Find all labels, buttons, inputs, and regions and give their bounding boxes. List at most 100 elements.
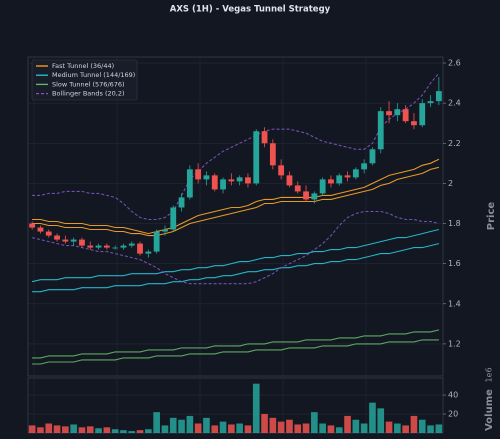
candle-body — [95, 245, 102, 248]
candle-body — [178, 197, 185, 208]
volume-bar — [111, 429, 119, 433]
volume-bar — [211, 425, 219, 433]
volume-bar — [62, 426, 69, 433]
volume-bar — [103, 427, 111, 433]
volume-bar — [128, 431, 136, 433]
volume-bar — [95, 428, 102, 433]
candle-body — [336, 175, 343, 184]
legend-label: Slow Tunnel (576/676) — [52, 80, 125, 88]
volume-bar — [178, 419, 185, 433]
candle-body — [328, 179, 334, 184]
volume-bar — [203, 417, 210, 433]
line-upper — [32, 72, 440, 221]
legend-box — [31, 59, 138, 101]
candle-body — [112, 247, 119, 249]
legend-label: Medium Tunnel (144/169) — [52, 71, 135, 79]
volume-bar — [228, 424, 235, 433]
volume-bar — [194, 423, 202, 433]
candle-body — [45, 231, 52, 236]
candle-body — [394, 109, 401, 116]
line-lower — [32, 339, 439, 365]
volume-tick-label: 40 — [448, 391, 458, 400]
volume-bar — [153, 412, 160, 433]
candle-body — [145, 251, 152, 254]
volume-bar — [335, 427, 343, 433]
candle-body — [402, 109, 409, 122]
price-panel — [27, 56, 444, 377]
candle-body — [128, 243, 135, 246]
candle-body — [386, 111, 392, 116]
volume-tick-label: 20 — [448, 410, 458, 419]
line-upper — [32, 329, 440, 359]
candle-body — [377, 111, 384, 150]
y-tick-label: 1.8 — [448, 219, 461, 228]
candle-body — [253, 131, 260, 184]
candle-body — [261, 131, 268, 144]
candle-body — [203, 175, 210, 180]
volume-bar — [294, 424, 302, 433]
volume-bar — [352, 419, 360, 433]
volume-bar — [286, 419, 293, 433]
volume-bar — [86, 426, 94, 433]
chart-title: AXS (1H) - Vegas Tunnel Strategy — [170, 5, 331, 15]
candle-body — [29, 223, 36, 228]
candle-body — [153, 231, 160, 252]
y-tick-label: 1.4 — [448, 299, 461, 308]
candle-body — [79, 239, 85, 246]
volume-bar — [360, 423, 368, 433]
line-lower — [31, 210, 440, 285]
candle-body — [186, 169, 193, 198]
volume-bar — [319, 423, 326, 433]
candle-body — [195, 169, 202, 180]
volume-bar — [327, 425, 335, 433]
volume-bar — [410, 415, 418, 433]
legend-label: Fast Tunnel (36/44) — [52, 62, 114, 70]
candle-body — [236, 177, 243, 182]
volume-bar — [277, 421, 285, 433]
y-tick-label: 2 — [448, 179, 453, 188]
volume-bar — [244, 425, 252, 433]
candle-body — [120, 245, 127, 248]
candle-body — [361, 163, 368, 170]
volume-bar — [269, 417, 277, 433]
candle-body — [294, 185, 301, 192]
volume-bar — [161, 425, 169, 433]
volume-bar — [377, 408, 385, 433]
candle-body — [170, 207, 177, 230]
line-upper — [31, 228, 440, 283]
volume-bar — [219, 421, 227, 433]
y-tick-label: 2.6 — [448, 59, 461, 68]
candle-body — [87, 245, 94, 248]
y-axis-label: Price — [486, 202, 497, 231]
line-lower — [32, 166, 440, 237]
candle-body — [278, 165, 285, 176]
volume-bar — [145, 429, 152, 433]
volume-bar — [136, 430, 144, 433]
candle-body — [344, 175, 351, 178]
candle-body — [269, 143, 276, 166]
y-tick-label: 1.6 — [448, 259, 461, 268]
candle-body — [228, 179, 235, 182]
volume-bar — [435, 424, 443, 433]
volume-bar — [394, 423, 401, 433]
candle-body — [103, 245, 110, 248]
candle-body — [303, 191, 309, 200]
candle-body — [70, 239, 77, 242]
volume-bar — [186, 415, 194, 433]
volume-bar — [344, 415, 351, 433]
candle-body — [427, 101, 434, 104]
volume-bar — [236, 423, 243, 433]
candle-body — [319, 179, 326, 194]
volume-bar — [418, 419, 426, 433]
y-tick-label: 2.4 — [448, 99, 461, 108]
candle-body — [411, 121, 417, 126]
candle-body — [54, 235, 60, 240]
y-tick-label: 2.2 — [448, 139, 461, 148]
candle-body — [220, 179, 226, 190]
volume-bar — [261, 414, 268, 433]
volume-offset-label: 1e6 — [485, 367, 494, 382]
candle-body — [37, 227, 44, 232]
candle-body — [311, 193, 318, 200]
candle-body — [419, 103, 426, 126]
volume-bar — [169, 417, 177, 433]
